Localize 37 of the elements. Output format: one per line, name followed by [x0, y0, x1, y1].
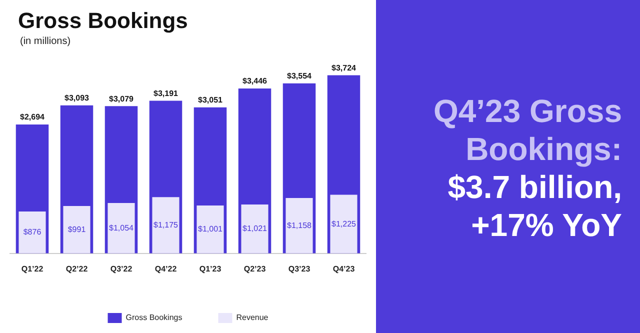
x-tick-label: Q1’22: [21, 264, 44, 274]
x-tick-label: Q2’22: [66, 264, 88, 274]
data-label: $1,225: [332, 219, 357, 228]
data-label: $2,694: [20, 112, 46, 122]
bar: [196, 206, 224, 254]
data-label: $3,093: [64, 94, 90, 103]
x-tick-label: Q1’23: [199, 264, 222, 274]
bar: [108, 202, 135, 254]
legend-label: Gross Bookings: [126, 313, 182, 322]
chart-subtitle: (in millions): [20, 36, 71, 47]
bar: [63, 206, 90, 254]
x-tick-label: Q3’22: [110, 264, 133, 274]
text-panel: Q4’23 Gross Bookings: $3.7 billion, +17% YoY: [376, 0, 640, 333]
x-tick-label: Q4’22: [154, 264, 178, 274]
data-label: $1,054: [109, 223, 134, 232]
x-tick-label: Q3’23: [288, 264, 311, 274]
data-label: $991: [68, 224, 86, 234]
data-label: $3,446: [242, 76, 268, 86]
x-tick-label: Q2’23: [244, 264, 266, 274]
x-tick-label: Q4’23: [332, 264, 356, 274]
bar: [330, 194, 358, 254]
data-label: $3,051: [198, 96, 224, 105]
data-label: $3,554: [287, 72, 312, 81]
bar: [152, 197, 180, 254]
data-label: $1,158: [287, 220, 312, 230]
data-label: $3,724: [332, 63, 357, 72]
bar: [286, 198, 313, 254]
bar: [241, 204, 268, 254]
chart-title: Gross Bookings: [18, 8, 188, 34]
bar: [18, 211, 46, 254]
data-label: $1,001: [198, 224, 224, 234]
data-label: $1,021: [242, 224, 268, 234]
data-label: $1,175: [154, 220, 179, 230]
legend-label: Revenue: [236, 313, 269, 322]
data-label: $3,079: [109, 94, 134, 104]
data-label: $876: [23, 228, 42, 237]
data-label: $3,191: [154, 88, 179, 98]
